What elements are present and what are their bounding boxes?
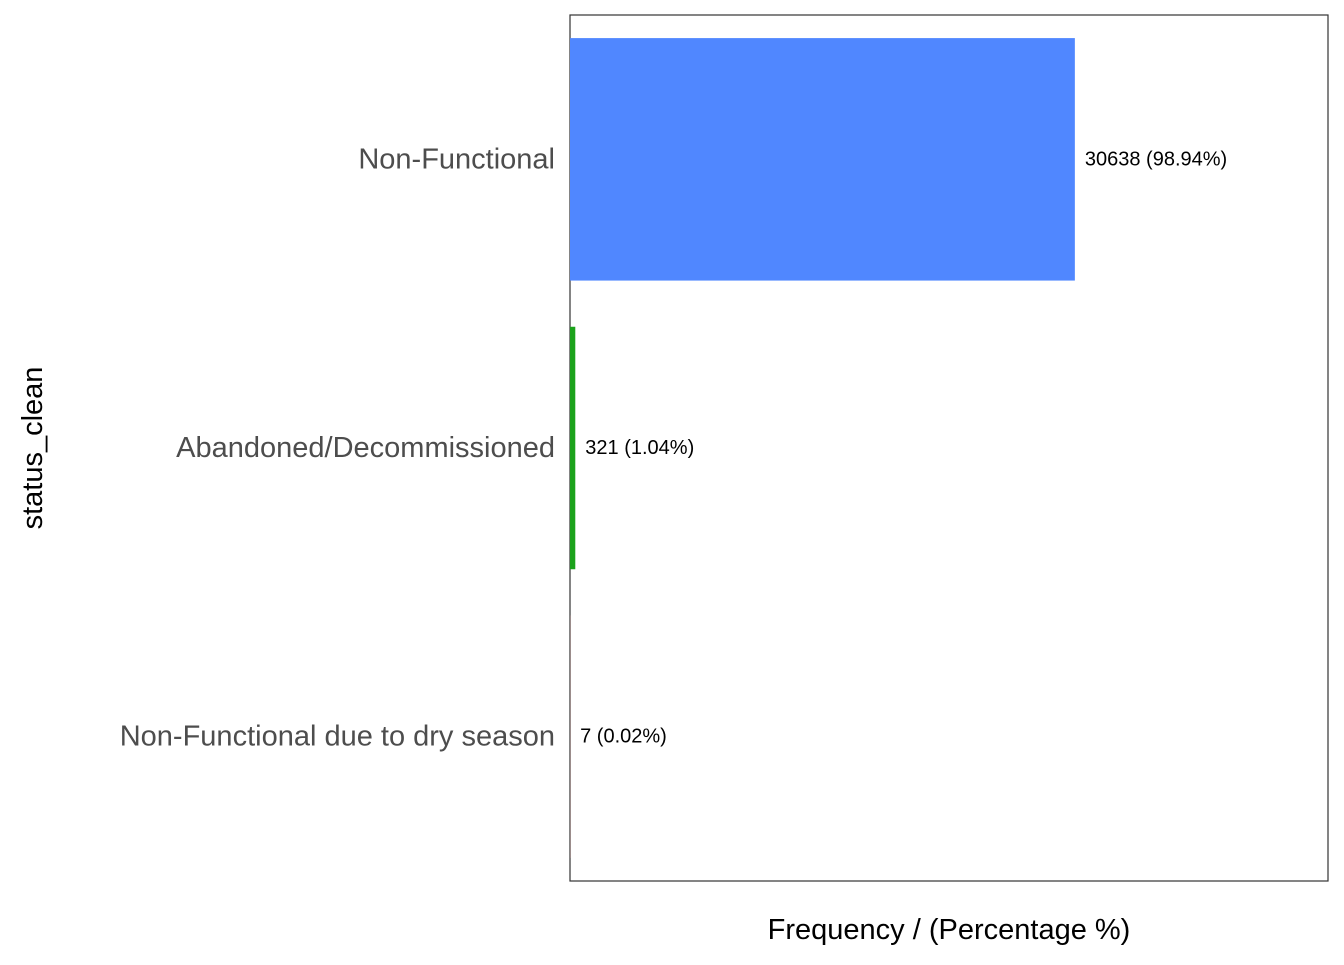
y-axis-title: status_clean: [17, 367, 49, 530]
bar-2: [570, 327, 575, 569]
data-label: 30638 (98.94%): [1085, 148, 1227, 170]
y-tick-label: Non-Functional: [358, 143, 555, 175]
y-tick-label: Non-Functional due to dry season: [120, 721, 555, 753]
y-tick-label: Abandoned/Decommissioned: [176, 432, 555, 464]
data-label: 7 (0.02%): [580, 726, 667, 748]
x-axis-title: Frequency / (Percentage %): [768, 914, 1131, 946]
data-label: 321 (1.04%): [585, 437, 694, 459]
bar-1: [570, 38, 1075, 280]
